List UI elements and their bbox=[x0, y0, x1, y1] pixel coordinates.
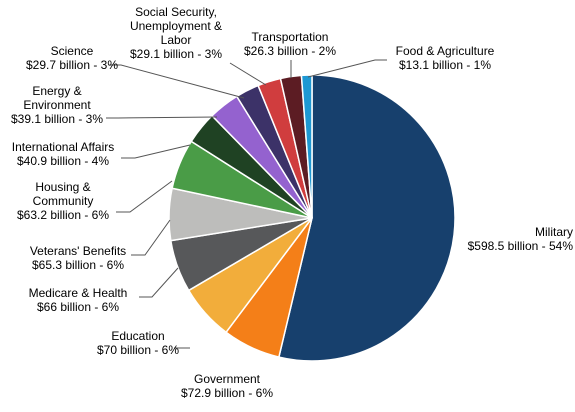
slice-label-government: Government $72.9 billion - 6% bbox=[181, 372, 273, 400]
pie-slice-food-and-agriculture bbox=[300, 74, 313, 219]
slice-labels: Military $598.5 billion - 54% Government $7… bbox=[11, 5, 573, 400]
slice-label-transportation: Transportation $26.3 billion - 2% bbox=[244, 30, 336, 58]
leader-line-international-affairs bbox=[121, 144, 191, 159]
leader-line-veterans-benefits bbox=[131, 219, 171, 256]
slice-label-veterans-benefits: Veterans' Benefits $65.3 billion - 6% bbox=[30, 244, 126, 272]
slice-label-military: Military $598.5 billion - 54% bbox=[468, 225, 574, 253]
pie-slices bbox=[168, 74, 456, 362]
slice-label-food-and-agriculture: Food & Agriculture $13.1 billion - 1% bbox=[396, 44, 495, 72]
leader-line-housing-and-community bbox=[116, 180, 173, 213]
slice-label-international-affairs: International Affairs $40.9 billion - 4% bbox=[12, 140, 115, 168]
leader-line-medicare-and-health bbox=[139, 267, 179, 298]
slice-label-energy-and-environment: Energy & Environment $39.1 billion - 3% bbox=[11, 84, 103, 126]
leader-line-science bbox=[109, 64, 245, 99]
slice-label-housing-and-community: Housing & Community $63.2 billion - 6% bbox=[17, 180, 109, 222]
slice-label-social-security-unemployment-and-labor: Social Security, Unemployment & Labor $29.1… bbox=[130, 5, 222, 61]
leader-line-energy-and-environment bbox=[106, 116, 218, 119]
leader-line-food-and-agriculture bbox=[307, 59, 387, 78]
pie-slice-military bbox=[278, 74, 456, 362]
leader-lines bbox=[106, 59, 387, 349]
slice-label-science: Science $29.7 billion - 3% bbox=[26, 44, 118, 72]
slice-label-medicare-and-health: Medicare & Health $66 billion - 6% bbox=[29, 286, 128, 314]
leader-line-social-security-unemployment-and-labor bbox=[229, 62, 267, 86]
slice-label-education: Education $70 billion - 6% bbox=[97, 329, 179, 357]
